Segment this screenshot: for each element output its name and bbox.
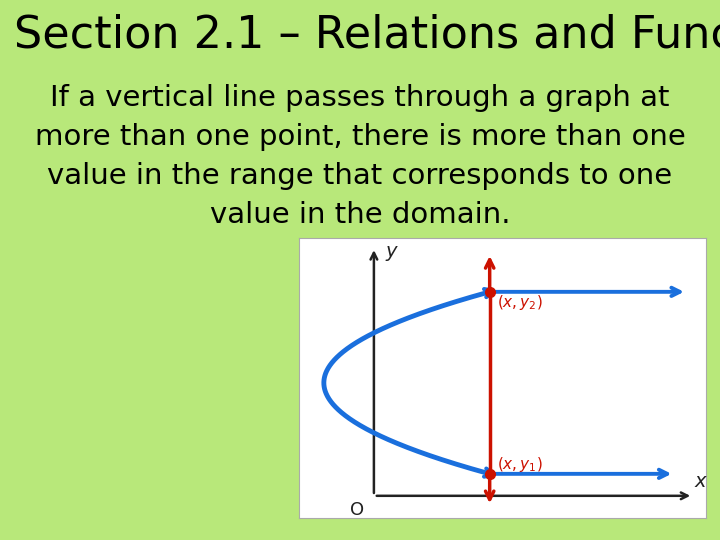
Text: $(x, y_2)$: $(x, y_2)$ [498, 293, 543, 313]
Text: y: y [385, 242, 397, 261]
Text: If a vertical line passes through a graph at
more than one point, there is more : If a vertical line passes through a grap… [35, 84, 685, 229]
Text: Section 2.1 – Relations and Functions: Section 2.1 – Relations and Functions [14, 14, 720, 57]
Text: $(x, y_1)$: $(x, y_1)$ [498, 455, 543, 474]
Text: O: O [351, 501, 364, 518]
Text: x: x [694, 472, 706, 491]
